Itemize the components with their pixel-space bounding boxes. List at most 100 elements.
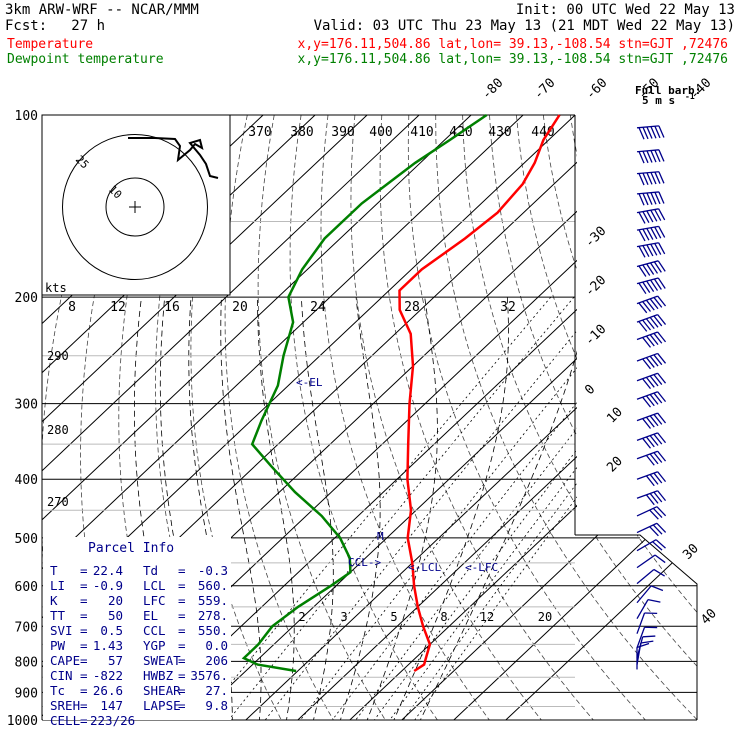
hodograph-box bbox=[42, 115, 230, 295]
forecast-label: Fcst: bbox=[5, 18, 47, 34]
wind-barb bbox=[637, 523, 666, 536]
theta-label: 410 bbox=[410, 125, 433, 140]
pressure-tick-label: 700 bbox=[15, 620, 38, 635]
barb-shaft bbox=[637, 413, 658, 421]
parcel-cell: 559. bbox=[198, 593, 228, 608]
theta-label: 430 bbox=[488, 125, 511, 140]
moist-adiabat bbox=[362, 297, 437, 733]
parcel-cell: T bbox=[50, 563, 58, 578]
temperature-tick-label: -10 bbox=[582, 322, 609, 349]
dry-adiabat bbox=[705, 115, 740, 733]
parcel-cell: = bbox=[80, 608, 88, 623]
dry-adiabat bbox=[678, 115, 740, 733]
parcel-cell: = bbox=[178, 683, 186, 698]
parcel-cell: = bbox=[80, 683, 88, 698]
barb-flag bbox=[641, 641, 654, 643]
pressure-tick-label: 500 bbox=[15, 532, 38, 547]
mixing-ratio-label: 20 bbox=[538, 610, 552, 624]
parcel-cell: = bbox=[80, 713, 88, 728]
isotherm-30 bbox=[402, 115, 740, 720]
dry-adiabat bbox=[408, 115, 657, 733]
barb-flag bbox=[648, 600, 660, 603]
parcel-info-title: Parcel Info bbox=[88, 541, 174, 556]
theta-label: 380 bbox=[290, 125, 313, 140]
forecast-hour: 27 h bbox=[71, 18, 105, 34]
barb-shaft bbox=[637, 315, 658, 323]
temperature-tick-label: -80 bbox=[479, 76, 506, 103]
parcel-cell: K bbox=[50, 593, 58, 608]
parcel-cell: = bbox=[178, 653, 186, 668]
dewpoint-legend: Dewpoint temperature bbox=[7, 52, 164, 67]
mixing-ratio-label: 20 bbox=[232, 300, 248, 315]
dry-adiabat bbox=[651, 115, 740, 733]
theta-low-label: 290 bbox=[47, 349, 69, 363]
lcl-marker: <-LCL bbox=[408, 561, 441, 574]
barb-shaft bbox=[637, 555, 655, 568]
barb-shaft bbox=[637, 600, 648, 619]
parcel-cell: CELL bbox=[50, 713, 80, 728]
temperature-location: x,y=176.11,504.86 lat,lon= 39.13,-108.54… bbox=[298, 37, 728, 52]
parcel-cell: CCL bbox=[143, 623, 166, 638]
isotherm--10 bbox=[194, 115, 740, 720]
parcel-cell: HWBZ bbox=[143, 668, 174, 683]
wind-barb bbox=[637, 243, 665, 258]
wind-barb bbox=[637, 150, 664, 163]
parcel-cell: = bbox=[178, 668, 186, 683]
pressure-tick-label: 600 bbox=[15, 580, 38, 595]
temperature-tick-label: -70 bbox=[531, 76, 558, 103]
barb-legend-value: 5 m s bbox=[642, 94, 675, 107]
barb-shaft bbox=[637, 353, 658, 361]
wind-barb bbox=[637, 192, 664, 205]
wind-barb bbox=[637, 278, 665, 294]
parcel-cell: PW bbox=[50, 638, 66, 653]
mixing-ratio-label: 32 bbox=[500, 300, 516, 315]
barb-shaft bbox=[637, 540, 656, 551]
theta-label: 390 bbox=[331, 125, 354, 140]
ccl-marker: CCL-> bbox=[348, 556, 381, 569]
wind-barb bbox=[637, 353, 666, 368]
parcel-cell: 0.5 bbox=[100, 623, 123, 638]
dewpoint-location: x,y=176.11,504.86 lat,lon= 39.13,-108.54… bbox=[298, 52, 728, 67]
parcel-cell: = bbox=[178, 608, 186, 623]
wind-barb bbox=[637, 472, 666, 486]
parcel-cell: = bbox=[80, 653, 88, 668]
barb-shaft bbox=[637, 392, 658, 400]
temperature-tick-label: -60 bbox=[583, 76, 610, 103]
parcel-cell: = bbox=[80, 668, 88, 683]
parcel-cell: LCL bbox=[143, 578, 166, 593]
isotherm--20 bbox=[142, 115, 740, 720]
dry-adiabat bbox=[463, 115, 740, 733]
sounding-traces bbox=[244, 115, 560, 671]
lfc-marker: <-LFC bbox=[465, 561, 498, 574]
wind-barb bbox=[637, 209, 665, 224]
temperature-tick-label: 40 bbox=[698, 606, 720, 628]
parcel-cell: YGP bbox=[143, 638, 166, 653]
wind-barb bbox=[637, 332, 666, 347]
parcel-cell: 3576. bbox=[190, 668, 228, 683]
parcel-cell: LFC bbox=[143, 593, 166, 608]
temperature-legend: Temperature bbox=[7, 37, 93, 52]
moist-adiabat bbox=[388, 297, 508, 733]
dry-adiabat bbox=[597, 115, 740, 733]
parcel-cell: 20 bbox=[108, 593, 123, 608]
hodograph-units: kts bbox=[45, 281, 67, 295]
mixing-ratio-line bbox=[332, 297, 660, 720]
mixing-ratio-line bbox=[415, 297, 729, 720]
parcel-cell: = bbox=[80, 623, 88, 638]
parcel-cell: 57 bbox=[108, 653, 123, 668]
barb-flag bbox=[643, 636, 656, 637]
temperature-tick-label: 10 bbox=[604, 405, 626, 427]
temperature-tick-label: -20 bbox=[582, 273, 609, 300]
mixing-ratio-label: 8 bbox=[440, 610, 447, 624]
mixing-ratio-label: 12 bbox=[110, 300, 126, 315]
el-marker: <-EL bbox=[296, 376, 323, 389]
wind-barb bbox=[637, 126, 664, 139]
mixing-ratio-line bbox=[356, 297, 680, 720]
mixing-ratio-label: 5 bbox=[390, 610, 397, 624]
barb-shaft bbox=[637, 296, 658, 304]
mixing-ratio-line bbox=[201, 297, 551, 720]
barb-shaft bbox=[637, 373, 658, 381]
parcel-cell: Tc bbox=[50, 683, 65, 698]
parcel-cell: 1.43 bbox=[93, 638, 123, 653]
